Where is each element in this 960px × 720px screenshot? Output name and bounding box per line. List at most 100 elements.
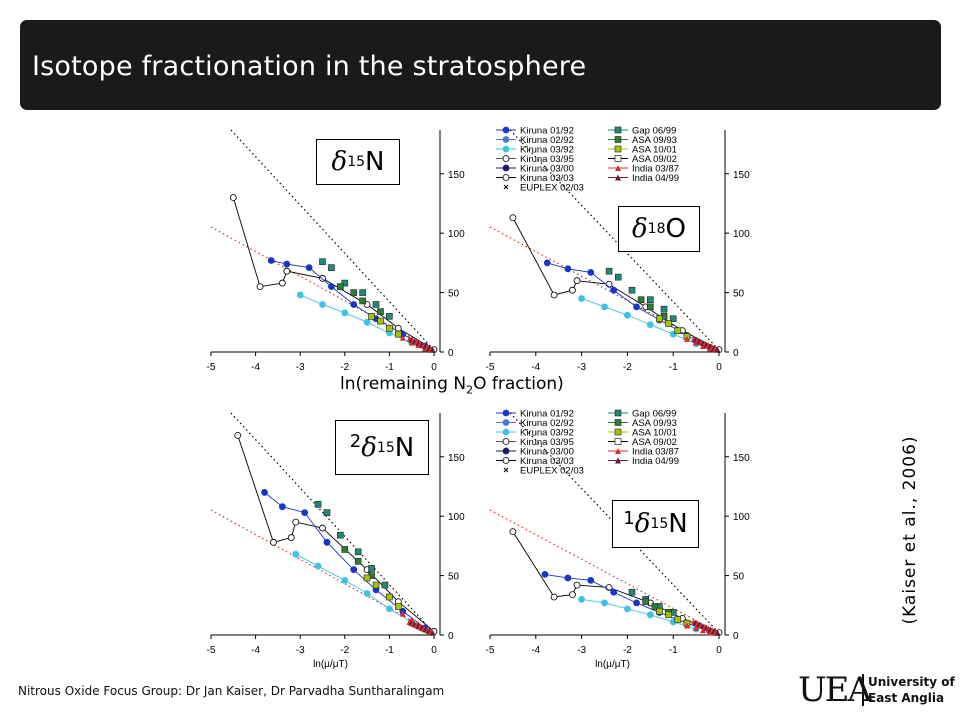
logo-letters: UEA — [798, 670, 872, 710]
reference-line-red — [489, 509, 720, 634]
legend-label: ASA 09/02 — [632, 437, 677, 448]
panel-label-1d15n: 1 δ 15 N — [612, 500, 699, 548]
x-tick-label: -3 — [296, 362, 305, 373]
data-point — [354, 548, 362, 556]
data-point — [646, 611, 654, 619]
data-point — [646, 321, 654, 329]
x-tick-label: -3 — [577, 645, 586, 656]
series-line — [581, 298, 697, 345]
data-point — [541, 571, 549, 578]
legend-label: Kiruna 03/03 — [520, 173, 574, 184]
panel-label-d18o: δ 18 O — [618, 206, 700, 252]
data-point — [587, 268, 595, 276]
data-point — [337, 531, 344, 539]
x-tick-label: 0 — [716, 645, 722, 656]
x-tick-label: -1 — [385, 645, 394, 656]
x-label-end: O fraction) — [473, 374, 564, 394]
legend-label: ASA 09/93 — [632, 418, 677, 429]
y-tick-label: 100 — [733, 229, 750, 240]
data-point — [386, 324, 393, 332]
legend-marker — [614, 145, 622, 153]
x-tick-label: -5 — [207, 362, 216, 373]
data-point — [429, 346, 436, 353]
data-point — [363, 574, 371, 582]
data-point — [674, 327, 682, 334]
data-point — [368, 313, 375, 320]
data-point — [292, 518, 300, 526]
panel-label-2d15n: 2 δ 15 N — [335, 420, 429, 475]
x-axis-label: ln(μ/μT) — [595, 659, 630, 670]
legend-marker — [615, 448, 621, 454]
data-point — [578, 295, 585, 302]
data-point — [683, 335, 690, 342]
data-point — [363, 318, 371, 326]
data-point — [341, 309, 349, 317]
data-point — [550, 593, 558, 601]
data-point — [278, 503, 286, 511]
data-point — [341, 576, 349, 584]
data-point — [350, 566, 358, 574]
data-point — [624, 605, 631, 613]
legend-marker — [614, 136, 622, 143]
data-point — [665, 320, 672, 327]
data-point — [646, 296, 654, 304]
reference-line-black — [230, 129, 435, 351]
legend-marker — [615, 165, 621, 171]
uea-logo: UEA University of East Anglia — [798, 670, 955, 712]
data-point — [283, 260, 291, 268]
data-point — [341, 279, 349, 287]
y-tick-label: 100 — [733, 512, 750, 523]
title-bar: Isotope fractionation in the stratospher… — [20, 20, 941, 110]
data-point — [637, 296, 645, 304]
legend-marker — [615, 174, 621, 181]
data-point — [261, 489, 268, 496]
data-point — [656, 315, 663, 323]
data-point — [573, 581, 581, 589]
legend-label: Gap 06/99 — [632, 126, 676, 137]
x-tick-label: -5 — [207, 645, 216, 656]
series-line — [544, 573, 710, 632]
legend-marker — [502, 438, 510, 445]
x-label-subscript: 2 — [466, 383, 474, 397]
data-point — [610, 588, 618, 596]
data-point — [359, 297, 366, 305]
x-tick-label: -5 — [486, 645, 495, 656]
legend-label: Kiruna 03/03 — [520, 456, 574, 467]
data-point — [314, 562, 322, 570]
panel-label-element: N — [394, 432, 415, 463]
data-point — [385, 605, 393, 613]
panel-label-d15n: δ 15 N — [316, 139, 400, 185]
data-point — [646, 303, 654, 311]
x-tick-label: 0 — [716, 362, 722, 373]
data-point — [354, 558, 362, 565]
data-point — [578, 595, 585, 603]
y-tick-label: 50 — [733, 572, 745, 583]
data-point — [610, 286, 618, 294]
data-point — [234, 431, 242, 439]
y-tick-label: 50 — [448, 572, 460, 583]
legend-marker — [614, 428, 622, 436]
panel-label-element: O — [665, 214, 686, 244]
logo-line-2: East Anglia — [868, 691, 945, 705]
x-tick-label: -1 — [669, 362, 678, 373]
data-point — [564, 574, 572, 582]
legend-label: Kiruna 03/00 — [520, 447, 574, 458]
data-point — [386, 593, 393, 601]
panel-label-element: N — [365, 147, 385, 177]
data-point — [429, 629, 436, 636]
legend-label: ASA 09/93 — [632, 135, 677, 146]
y-tick-label: 150 — [733, 170, 750, 181]
slide-title: Isotope fractionation in the stratospher… — [32, 51, 587, 82]
panel-label-prefix: 2 — [349, 431, 362, 452]
panel-label-isotope: 18 — [647, 221, 666, 237]
legend-marker — [502, 126, 510, 134]
data-point — [328, 264, 335, 271]
y-tick-label: 150 — [733, 453, 750, 464]
legend-label: India 04/99 — [632, 456, 679, 467]
data-point — [381, 581, 389, 589]
data-point — [341, 546, 349, 553]
reference-line-red — [210, 509, 435, 634]
data-point — [283, 267, 291, 275]
panel-label-delta: δ — [634, 509, 651, 539]
